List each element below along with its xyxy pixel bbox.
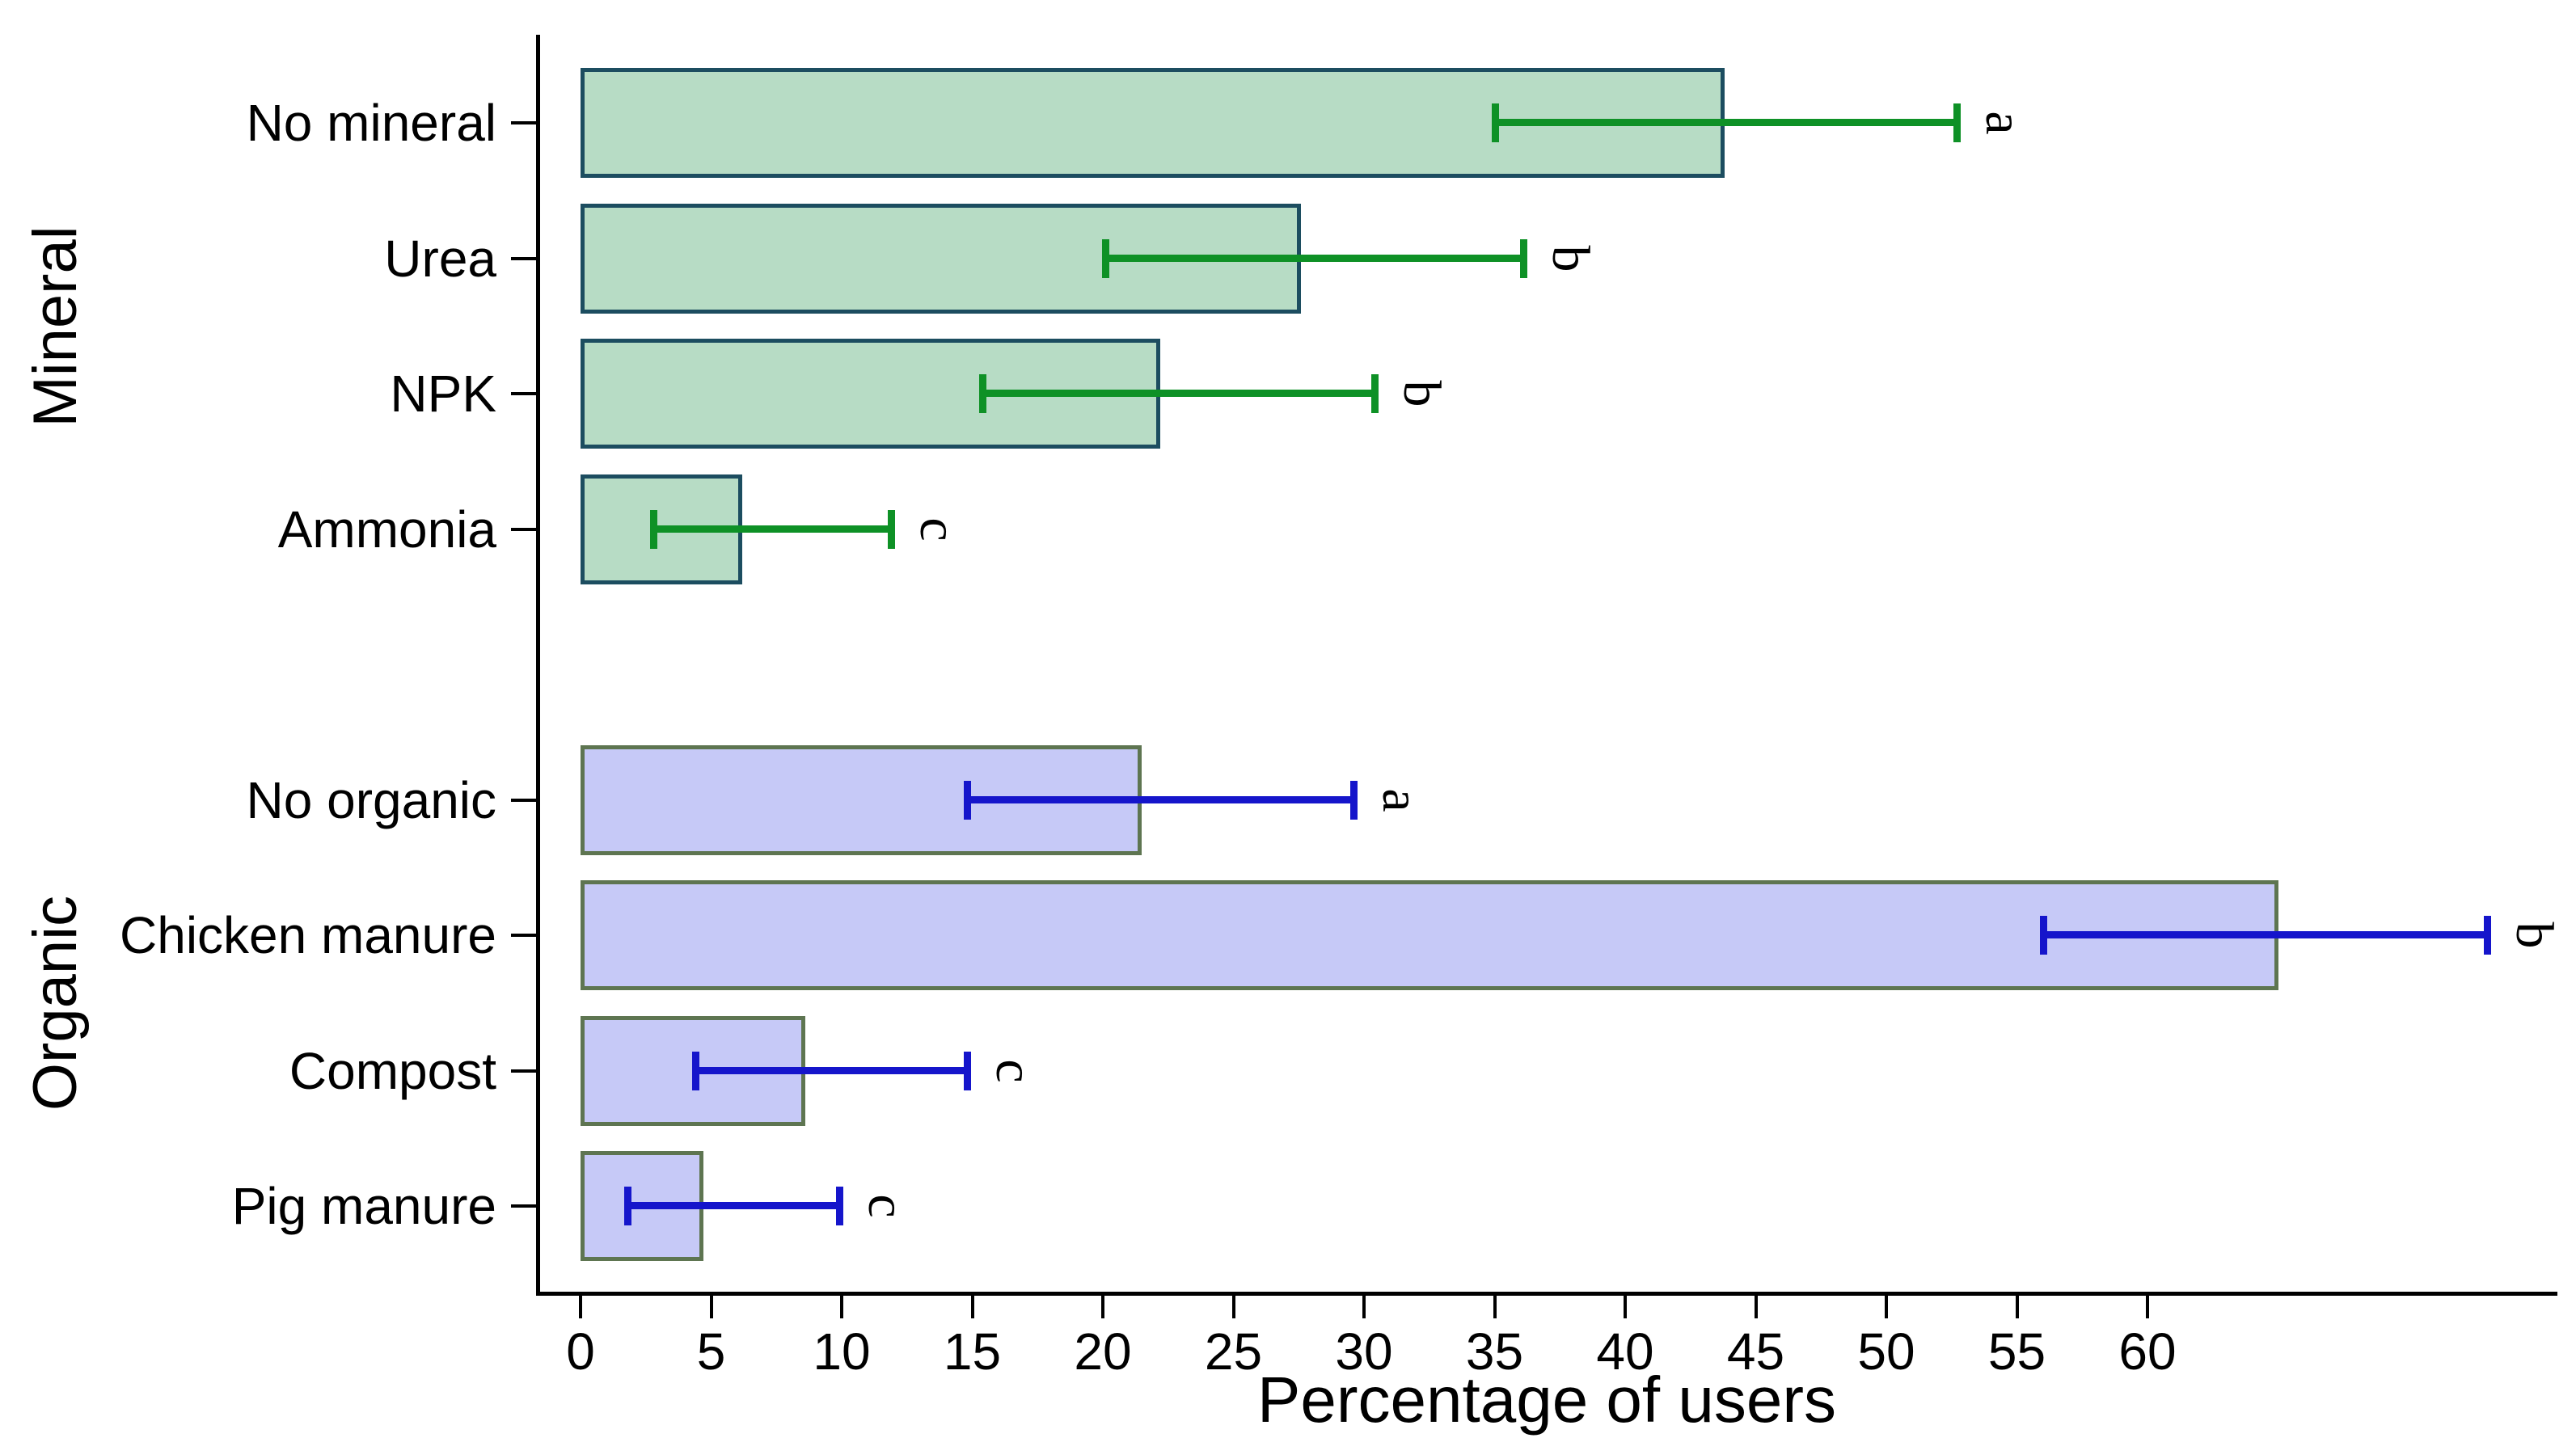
error-bar-cap-high: [1350, 781, 1358, 820]
error-bar-cap-low: [979, 374, 987, 413]
category-label: No mineral: [246, 94, 496, 152]
category-tick: [511, 799, 536, 802]
y-axis-line: [536, 35, 540, 1296]
error-bar-cap-low: [692, 1052, 700, 1090]
error-bar-cap-high: [888, 510, 896, 549]
x-axis-tick: [1101, 1296, 1104, 1318]
x-axis-tick-label: 10: [813, 1322, 871, 1381]
category-tick: [511, 392, 536, 395]
significance-letter: a: [1974, 111, 2034, 135]
x-axis-tick-label: 20: [1074, 1322, 1132, 1381]
x-axis-tick-label: 25: [1204, 1322, 1263, 1381]
error-bar-cap-low: [1102, 239, 1110, 278]
error-bar-line: [627, 1202, 839, 1209]
x-axis-tick: [1885, 1296, 1888, 1318]
category-label: Ammonia: [277, 500, 496, 559]
category-tick: [511, 1204, 536, 1208]
x-axis-tick: [970, 1296, 974, 1318]
category-label: Pig manure: [231, 1177, 496, 1235]
category-label: No organic: [246, 771, 497, 829]
error-bar-cap-high: [1520, 239, 1528, 278]
x-axis-tick-label: 35: [1465, 1322, 1524, 1381]
significance-letter: b: [1541, 245, 1601, 272]
x-axis-tick: [2015, 1296, 2019, 1318]
x-axis-tick-label: 15: [943, 1322, 1002, 1381]
error-bar-cap-high: [1953, 103, 1962, 142]
category-label: Chicken manure: [120, 906, 496, 964]
bar: [581, 880, 2278, 990]
error-bar-cap-low: [650, 510, 658, 549]
x-axis-tick: [1362, 1296, 1366, 1318]
category-tick: [511, 934, 536, 937]
error-bar-cap-high: [2483, 916, 2491, 955]
significance-letter: c: [856, 1194, 916, 1218]
error-bar-cap-low: [964, 781, 972, 820]
x-axis-tick: [1754, 1296, 1758, 1318]
x-axis-tick-label: 30: [1335, 1322, 1393, 1381]
x-axis-tick: [1624, 1296, 1627, 1318]
error-bar-line: [2042, 931, 2487, 938]
category-label: NPK: [390, 365, 496, 423]
error-bar-cap-low: [624, 1187, 632, 1225]
error-bar-cap-high: [964, 1052, 972, 1090]
x-axis-line: [536, 1292, 2557, 1296]
x-axis-tick: [709, 1296, 713, 1318]
error-bar-line: [967, 796, 1354, 803]
x-axis-tick: [579, 1296, 582, 1318]
x-axis-tick: [840, 1296, 843, 1318]
error-bar-line: [982, 390, 1375, 397]
error-bar-line: [695, 1067, 968, 1074]
x-axis-tick-label: 50: [1857, 1322, 1915, 1381]
error-bar-line: [1105, 255, 1524, 262]
category-tick: [511, 121, 536, 124]
error-bar-cap-low: [2039, 916, 2047, 955]
significance-letter: a: [1371, 788, 1431, 812]
x-axis-tick: [1231, 1296, 1235, 1318]
x-axis-tick-label: 55: [1987, 1322, 2046, 1381]
error-bar-cap-high: [835, 1187, 843, 1225]
category-tick: [511, 257, 536, 260]
significance-letter: c: [909, 517, 969, 542]
group-label: Mineral: [20, 225, 90, 428]
group-label: Organic: [20, 895, 90, 1111]
significance-letter: c: [985, 1059, 1045, 1083]
x-axis-tick-label: 60: [2118, 1322, 2177, 1381]
x-axis-tick: [1493, 1296, 1497, 1318]
error-bar-cap-low: [1491, 103, 1499, 142]
category-tick: [511, 1069, 536, 1073]
category-label: Urea: [384, 230, 496, 288]
x-axis-tick: [2146, 1296, 2149, 1318]
error-bar-cap-high: [1370, 374, 1379, 413]
significance-letter: b: [1391, 380, 1451, 407]
category-label: Compost: [289, 1042, 496, 1100]
category-tick: [511, 528, 536, 531]
x-axis-tick-label: 45: [1726, 1322, 1785, 1381]
x-axis-tick-label: 40: [1596, 1322, 1654, 1381]
x-axis-tick-label: 5: [696, 1322, 726, 1381]
x-axis-title: Percentage of users: [1257, 1364, 1836, 1436]
error-bar-line: [653, 525, 892, 533]
error-bar-line: [1494, 119, 1957, 126]
significance-letter: b: [2504, 921, 2564, 949]
x-axis-tick-label: 0: [566, 1322, 595, 1381]
